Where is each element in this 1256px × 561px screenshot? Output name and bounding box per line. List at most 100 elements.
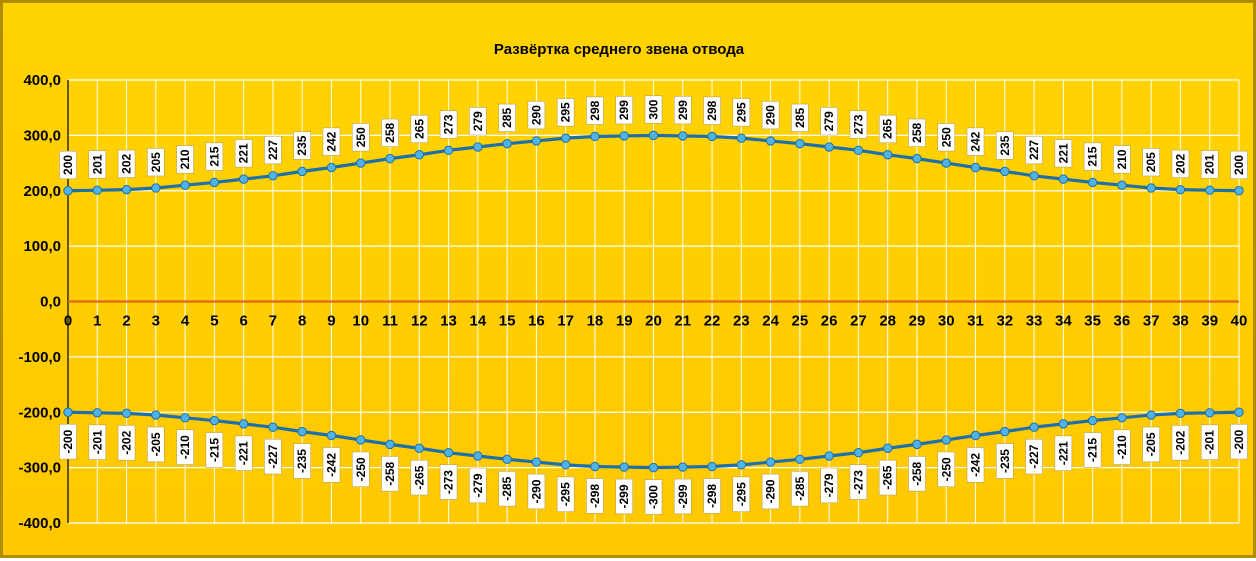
- data-point: [268, 171, 278, 181]
- x-tick-label: 29: [909, 313, 926, 330]
- y-tick-label: -400,0: [18, 515, 61, 532]
- data-label-text: -235: [295, 449, 309, 473]
- data-label-box: [1083, 142, 1102, 171]
- x-tick-label: 8: [298, 313, 306, 330]
- data-label-text: 215: [1086, 146, 1100, 166]
- data-label-box: [498, 103, 516, 132]
- data-label-box: [527, 101, 546, 130]
- data-point: [1058, 419, 1069, 429]
- data-label-box: [820, 107, 838, 136]
- data-point: [1175, 184, 1186, 195]
- x-tick-label: 6: [239, 313, 247, 330]
- data-label: -290: [527, 473, 546, 510]
- data-point: [1000, 166, 1010, 177]
- x-tick-label: 9: [327, 313, 335, 330]
- data-label: 210: [176, 145, 194, 174]
- data-label-text: 242: [324, 131, 338, 151]
- x-tick-label: 14: [470, 313, 487, 330]
- data-point: [795, 454, 805, 465]
- data-label: 200: [1230, 150, 1248, 180]
- data-label: -279: [820, 467, 838, 504]
- data-label-box: [117, 425, 136, 461]
- data-label: 235: [293, 131, 312, 160]
- data-label-text: -227: [1027, 444, 1041, 468]
- data-label-layer: 200 201 202 205 210 215 221 227 235 242 250 258 265 2…: [59, 95, 1248, 515]
- data-point: [1087, 177, 1098, 188]
- data-point: [765, 136, 776, 146]
- data-label: 298: [703, 96, 721, 125]
- data-label-box: [322, 447, 341, 483]
- data-point: [1146, 183, 1156, 193]
- x-tick-label: 4: [181, 313, 190, 330]
- data-label-box: [264, 438, 282, 475]
- data-label: 258: [381, 118, 399, 147]
- data-point: [678, 131, 688, 141]
- data-point: [1087, 415, 1098, 426]
- data-point: [297, 426, 307, 437]
- data-point: [297, 166, 307, 177]
- data-label-text: -202: [1173, 430, 1187, 454]
- data-label-box: [1142, 426, 1160, 463]
- data-label-box: [147, 148, 165, 177]
- data-label: -235: [293, 443, 312, 479]
- x-tick-label: 20: [645, 313, 662, 330]
- data-point: [385, 439, 395, 450]
- data-label-text: 279: [471, 111, 485, 131]
- data-label-box: [498, 471, 516, 507]
- x-tick-label: 7: [269, 313, 277, 330]
- data-label-text: -300: [647, 485, 661, 509]
- data-label: 221: [234, 139, 253, 168]
- data-label-box: [1171, 149, 1190, 178]
- data-label-text: 202: [120, 154, 134, 174]
- x-tick-label: 3: [152, 313, 160, 330]
- x-tick-label: 12: [411, 313, 428, 330]
- data-label: 242: [322, 127, 341, 156]
- data-point: [648, 462, 659, 473]
- data-point: [912, 439, 922, 450]
- x-tick-label: 10: [352, 313, 369, 330]
- data-label-box: [234, 435, 253, 471]
- data-point: [970, 430, 981, 441]
- x-tick-label: 16: [528, 313, 545, 330]
- data-label-text: 201: [90, 154, 104, 174]
- data-label: 201: [1200, 150, 1219, 179]
- data-label: 273: [849, 110, 868, 139]
- data-label-text: -298: [588, 484, 602, 508]
- data-point: [883, 443, 893, 453]
- data-point: [414, 150, 424, 160]
- data-point: [1234, 186, 1244, 196]
- data-point: [590, 461, 600, 472]
- data-label: 295: [732, 98, 751, 127]
- data-label: -295: [732, 476, 751, 512]
- data-label-text: -250: [354, 457, 368, 481]
- data-point: [326, 430, 337, 441]
- data-label-box: [908, 118, 926, 147]
- x-tick-label: 11: [382, 313, 398, 330]
- series-layer: [63, 130, 1244, 473]
- data-label-text: -215: [207, 438, 221, 462]
- x-tick-label: 37: [1143, 313, 1160, 330]
- data-label-box: [322, 127, 341, 156]
- data-label-box: [205, 142, 224, 171]
- data-label-text: 299: [676, 100, 690, 120]
- data-label-text: 265: [412, 119, 426, 139]
- data-label-box: [59, 423, 77, 460]
- data-label: 227: [1025, 135, 1043, 165]
- data-label-text: 298: [588, 100, 602, 120]
- data-label-box: [1200, 424, 1219, 460]
- data-label: 290: [761, 101, 780, 130]
- data-label-text: -200: [1232, 429, 1246, 453]
- data-label-text: -200: [61, 429, 75, 453]
- data-label-text: -285: [500, 476, 514, 500]
- data-label-box: [88, 150, 107, 179]
- data-label: 205: [147, 148, 165, 177]
- y-tick-label: -200,0: [18, 404, 61, 421]
- data-label: -215: [1083, 432, 1102, 468]
- data-label-text: -250: [939, 457, 953, 481]
- data-label: -202: [1171, 425, 1190, 461]
- x-tick-label: 18: [587, 313, 604, 330]
- data-label: -265: [878, 459, 897, 496]
- data-label-box: [703, 478, 721, 514]
- y-tick-label: -300,0: [18, 460, 61, 477]
